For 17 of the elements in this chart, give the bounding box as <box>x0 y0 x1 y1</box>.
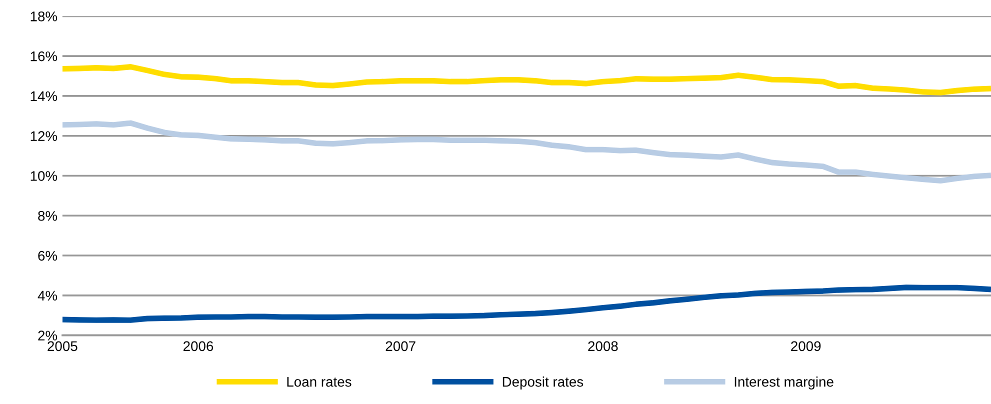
x-tick-label: 2009 <box>791 341 821 352</box>
legend-label: Interest margine <box>734 376 834 390</box>
x-tick-label: 2006 <box>184 341 214 352</box>
x-tick-label: 2005 <box>48 341 78 352</box>
legend-label: Deposit rates <box>502 376 584 390</box>
y-tick-label: 12% <box>30 131 58 141</box>
legend-label: Loan rates <box>287 377 352 387</box>
y-tick-label: 2% <box>38 330 58 340</box>
y-tick-label: 14% <box>30 91 58 102</box>
x-tick-label: 2007 <box>386 341 416 352</box>
y-tick-label: 18% <box>30 11 58 22</box>
y-tick-label: 4% <box>38 290 58 301</box>
y-tick-label: 10% <box>30 171 58 181</box>
y-tick-label: 16% <box>30 51 58 62</box>
y-tick-label: 6% <box>38 250 58 261</box>
y-tick-label: 8% <box>38 210 58 221</box>
x-tick-label: 2008 <box>588 341 618 352</box>
